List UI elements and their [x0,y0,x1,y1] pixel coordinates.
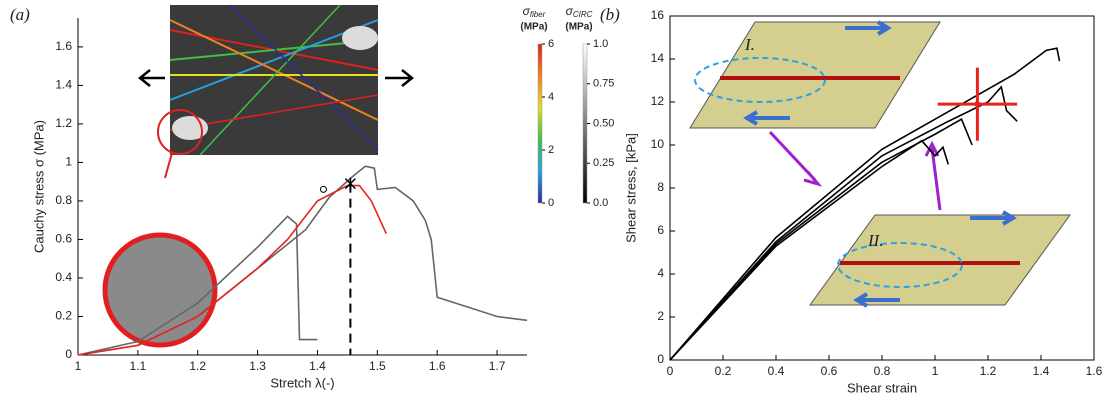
zoom-inset [102,232,218,348]
y-tick-label: 4 [657,266,664,280]
colorbar-tick-label: 0 [548,197,554,209]
y-tick-label: 14 [651,51,665,65]
y-tick-label: 0.4 [55,270,72,284]
zoom-circle [157,109,203,155]
line [77,184,388,356]
y-tick-label: 16 [651,8,665,22]
y-axis-label: Shear stress, [kPa] [623,133,638,243]
y-tick-label: 6 [657,223,664,237]
error-point [974,101,981,108]
network-inset [689,20,941,129]
x-tick-label: 0.4 [768,364,785,378]
colorbar-subscript: CIRC [573,10,593,19]
x-tick-label: 1.6 [1086,364,1103,378]
zoom-arrow [164,152,173,179]
y-tick-label: 0.8 [55,193,72,207]
annotation: I. [744,35,755,54]
colorbar-title: σCIRC [566,4,593,19]
y-tick-label: 1.2 [55,116,72,130]
colorbar-symbol: σ [566,4,574,18]
line [669,85,1018,361]
x-axis-label: Shear strain [847,380,917,395]
fiber-image [169,4,379,156]
colorbar [537,43,543,204]
colorbar-subscript: fiber [530,10,546,19]
x-tick-label: 1 [932,364,939,378]
x-tick-label: 1 [75,359,82,373]
colorbar-tick-label: 0.50 [593,117,614,129]
y-tick-label: 0.6 [55,232,72,246]
x-tick-label: 1.3 [249,359,266,373]
colorbar-tick-label: 1.0 [593,38,608,50]
x-tick-label: 1.2 [980,364,997,378]
colorbar-symbol: σ [523,4,531,18]
y-tick-label: 2 [657,309,664,323]
y-tick-label: 1.4 [55,78,72,92]
colorbar-tick-label: 4 [548,91,554,103]
x-tick-label: 0 [667,364,674,378]
colorbar-tick-label: 0.25 [593,157,614,169]
network-inset [809,210,1071,308]
x-tick-label: 1.4 [309,359,326,373]
colorbar-tick-label: 6 [548,38,554,50]
x-tick-label: 1.7 [489,359,506,373]
x-tick-label: 0.6 [821,364,838,378]
marker [319,185,327,193]
x-tick-label: 1.4 [1033,364,1050,378]
colorbar-unit: (MPa) [520,22,547,33]
y-tick-label: 12 [651,94,665,108]
line [669,47,1061,361]
y-tick-label: 10 [651,137,665,151]
colorbar [582,43,588,204]
x-tick-label: 0.8 [874,364,891,378]
x-axis-label: Stretch λ(-) [270,375,334,390]
y-tick-label: 1 [65,155,72,169]
line [77,215,318,356]
marker [344,177,356,190]
y-tick-label: 0 [657,352,664,366]
panel-label: (a) [10,5,30,24]
colorbar-tick-label: 0.0 [593,197,608,209]
colorbar-title: σfiber [523,4,546,19]
panel-label: (b) [600,5,620,24]
stretch-arrows [137,69,415,87]
colorbar-unit: (MPa) [565,22,592,33]
colorbar-tick-label: 2 [548,144,554,156]
x-tick-label: 1.1 [130,359,147,373]
y-tick-label: 0.2 [55,309,72,323]
x-tick-label: 1.6 [429,359,446,373]
y-tick-label: 8 [657,180,664,194]
line [669,139,950,361]
annotation: II. [867,231,884,250]
x-tick-label: 1.2 [189,359,206,373]
y-axis-label: Cauchy stress σ (MPa) [31,120,46,253]
y-tick-label: 0 [65,347,72,361]
x-tick-label: 0.2 [715,364,732,378]
colorbar-tick-label: 0.75 [593,78,614,90]
y-tick-label: 1.6 [55,39,72,53]
line [669,118,973,361]
x-tick-label: 1.5 [369,359,386,373]
callout-arrows [768,130,942,211]
